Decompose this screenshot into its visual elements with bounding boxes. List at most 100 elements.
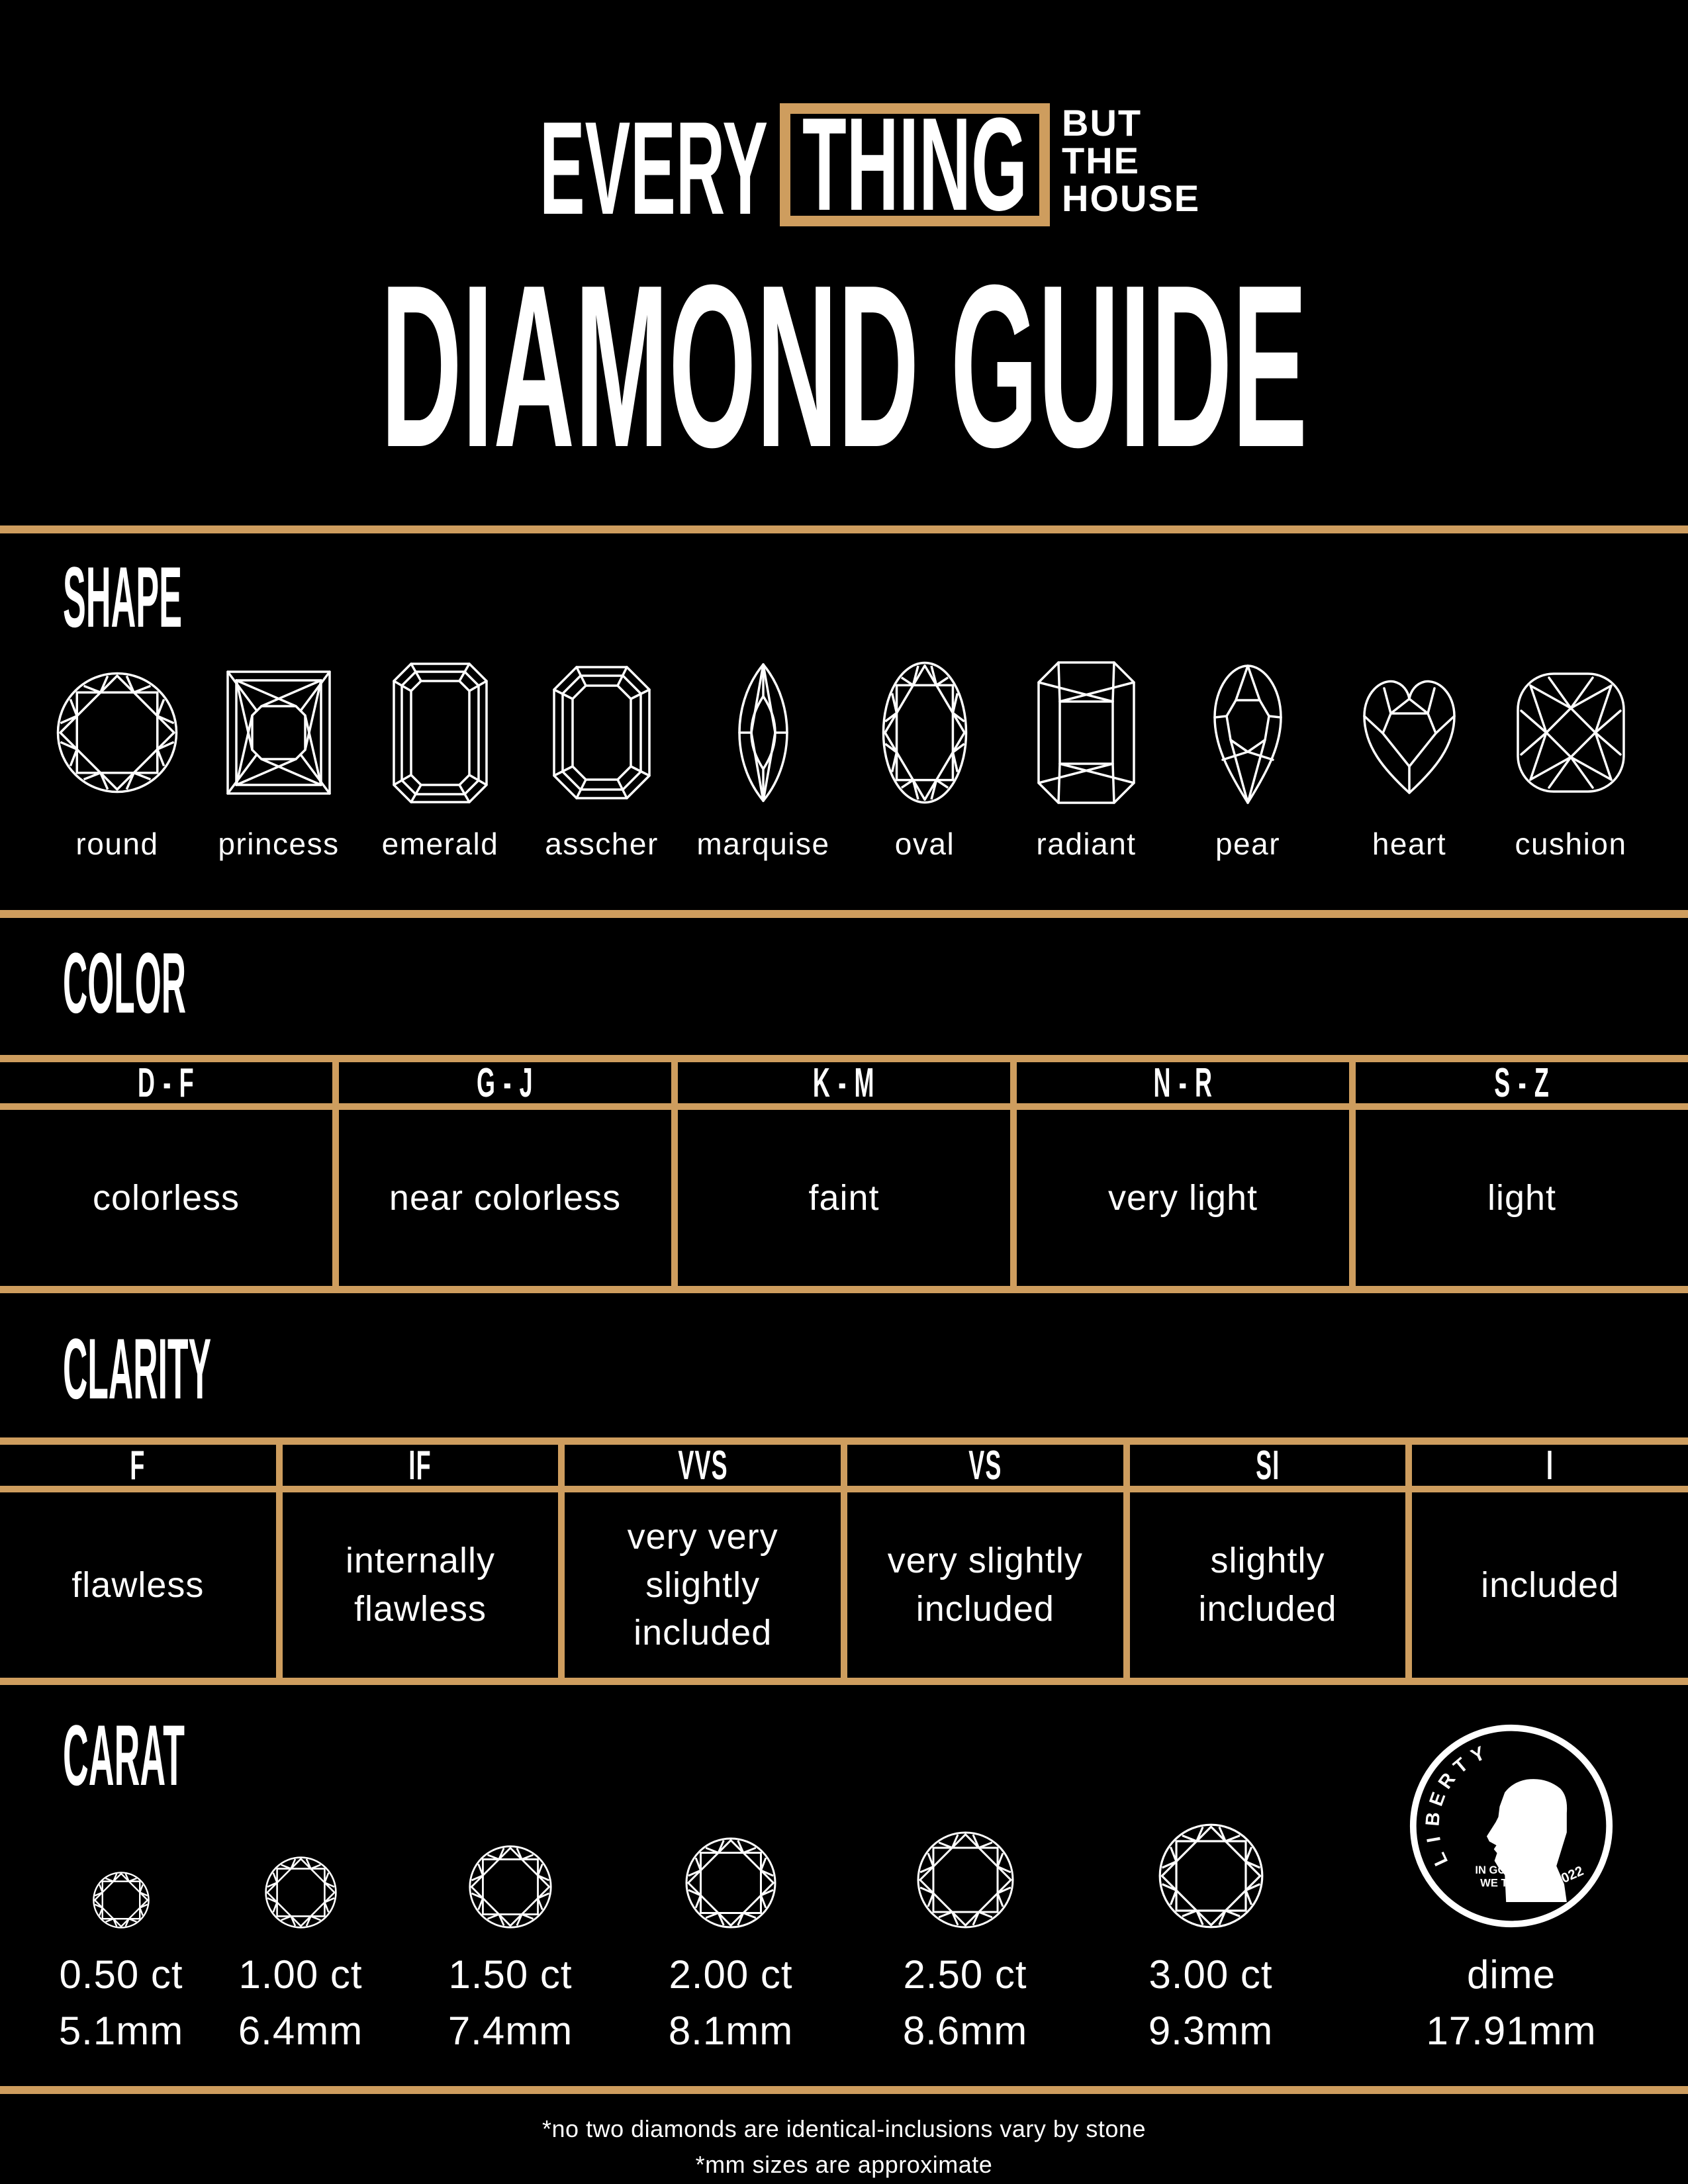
shape-item-cushion: cushion — [1490, 659, 1652, 862]
divider-bottom — [0, 2086, 1688, 2094]
pear-shape-icon — [1213, 664, 1282, 804]
carat-mm-label: 8.1mm — [668, 2009, 794, 2053]
shape-item-princess: princess — [198, 659, 359, 862]
logo-thing-box: THING — [780, 91, 1050, 238]
carat-item-050: 0.50 ct 5.1mm — [35, 1711, 207, 2054]
carat-150-gem-icon — [469, 1845, 552, 1929]
marquise-shape-icon — [738, 663, 788, 802]
carat-200-gem-icon — [685, 1837, 776, 1929]
shape-row: round princess — [0, 659, 1688, 862]
carat-mm-label: 7.4mm — [447, 2009, 573, 2053]
emerald-shape-icon — [393, 662, 488, 803]
color-desc-cell: faint — [678, 1110, 1010, 1286]
color-desc-cell: colorless — [0, 1110, 332, 1286]
footnotes: *no two diamonds are identical-inclusion… — [0, 2111, 1688, 2183]
clarity-grade-cell: IF — [282, 1443, 559, 1488]
carat-mm-label: 8.6mm — [902, 2009, 1028, 2053]
clarity-grade-cell: I — [1412, 1443, 1688, 1488]
color-grade-cell: N - R — [1017, 1060, 1349, 1106]
svg-text:COLOR: COLOR — [63, 950, 186, 1016]
logo-every-text: EVERY — [539, 116, 768, 219]
carat-item-250: 2.50 ct 8.6mm — [879, 1711, 1051, 2054]
svg-text:BUT: BUT — [1062, 105, 1142, 144]
carat-mm-label: 17.91mm — [1426, 2009, 1597, 2053]
shape-item-emerald: emerald — [359, 659, 521, 862]
carat-250-gem-icon — [917, 1831, 1013, 1929]
page-title: DIAMOND GUIDE — [381, 273, 1307, 458]
carat-mm-label: 5.1mm — [58, 2009, 184, 2053]
carat-section-heading: CARAT — [63, 1722, 185, 1788]
carat-ct-label: 3.00 ct — [1149, 1952, 1273, 1997]
footnote-line: *no two diamonds are identical-inclusion… — [542, 2115, 1146, 2142]
shape-label: pear — [1215, 827, 1281, 861]
carat-item-dime: L I B E R T Y IN GOD WE TRUST 2022 dime … — [1402, 1711, 1620, 2054]
clarity-desc-cell: very very slightly included — [565, 1492, 841, 1678]
shape-label: marquise — [696, 827, 830, 861]
princess-shape-icon — [226, 670, 331, 795]
shape-item-asscher: asscher — [521, 659, 682, 862]
shape-item-pear: pear — [1167, 659, 1329, 862]
clarity-grade-cell: VVS — [565, 1443, 841, 1488]
carat-item-300: 3.00 ct 9.3mm — [1125, 1711, 1297, 2054]
svg-text:THING: THING — [802, 114, 1027, 212]
carat-ct-label: 0.50 ct — [59, 1952, 183, 1997]
svg-text:CLARITY: CLARITY — [63, 1336, 211, 1402]
clarity-grade-cell: SI — [1129, 1443, 1406, 1488]
shape-label: oval — [894, 827, 955, 861]
svg-text:IN GOD: IN GOD — [1475, 1864, 1514, 1876]
svg-text:THE: THE — [1062, 140, 1140, 181]
color-grade-cell: S - Z — [1356, 1060, 1688, 1106]
round-shape-icon — [56, 672, 178, 794]
carat-ct-label: dime — [1466, 1952, 1556, 1997]
svg-text:B: B — [1422, 1811, 1444, 1827]
shape-item-radiant: radiant — [1006, 659, 1167, 862]
color-desc-cell: light — [1356, 1110, 1688, 1286]
oval-shape-icon — [882, 661, 968, 804]
carat-ct-label: 1.50 ct — [448, 1952, 573, 1997]
clarity-table: F IF VVS VS SI I flawless internally fla… — [0, 1437, 1688, 1685]
carat-mm-label: 6.4mm — [238, 2009, 363, 2053]
carat-100-gem-icon — [264, 1856, 337, 1929]
color-grade-cell: G - J — [339, 1060, 671, 1106]
carat-item-100: 1.00 ct 6.4mm — [214, 1711, 387, 2054]
logo-tagline: BUT THE HOUSE — [1062, 105, 1200, 219]
color-desc-cell: near colorless — [339, 1110, 671, 1286]
shape-item-oval: oval — [844, 659, 1006, 862]
clarity-section-heading: CLARITY — [63, 1336, 211, 1402]
svg-text:HOUSE: HOUSE — [1062, 177, 1200, 219]
carat-300-gem-icon — [1158, 1823, 1263, 1929]
carat-050-gem-icon — [93, 1872, 150, 1929]
clarity-desc-cell: included — [1412, 1492, 1688, 1678]
carat-item-150: 1.50 ct 7.4mm — [424, 1711, 596, 2054]
svg-text:EVERY: EVERY — [539, 116, 768, 219]
dime-icon: L I B E R T Y IN GOD WE TRUST 2022 — [1409, 1724, 1613, 1928]
carat-row: 0.50 ct 5.1mm 1.00 ct 6.4mm 1.50 ct 7.4m… — [0, 1711, 1688, 2055]
svg-text:SHAPE: SHAPE — [63, 564, 182, 630]
footnote-line: *mm sizes are approximate — [695, 2151, 993, 2178]
cushion-shape-icon — [1517, 672, 1625, 793]
clarity-desc-cell: flawless — [0, 1492, 276, 1678]
svg-text:WE TRUST: WE TRUST — [1480, 1877, 1537, 1889]
color-grade-cell: D - F — [0, 1060, 332, 1106]
color-desc-cell: very light — [1017, 1110, 1349, 1286]
shape-label: asscher — [545, 827, 659, 861]
roosevelt-silhouette — [1486, 1779, 1568, 1903]
shape-item-round: round — [36, 659, 198, 862]
heart-shape-icon — [1363, 680, 1456, 794]
shape-section-heading: SHAPE — [63, 564, 182, 630]
shape-item-heart: heart — [1329, 659, 1490, 862]
clarity-desc-cell: internally flawless — [282, 1492, 559, 1678]
clarity-grade-cell: F — [0, 1443, 276, 1488]
color-grade-cell: K - M — [678, 1060, 1010, 1106]
color-section-heading: COLOR — [63, 950, 186, 1016]
carat-item-200: 2.00 ct 8.1mm — [645, 1711, 817, 2054]
logo-thing-text: THING — [802, 91, 1027, 238]
carat-mm-label: 9.3mm — [1148, 2009, 1274, 2053]
clarity-desc-cell: slightly included — [1129, 1492, 1406, 1678]
shape-label: cushion — [1515, 827, 1627, 861]
svg-text:CARAT: CARAT — [63, 1722, 185, 1788]
carat-ct-label: 1.00 ct — [238, 1952, 363, 1997]
divider-shape-color — [0, 910, 1688, 918]
carat-ct-label: 2.50 ct — [903, 1952, 1027, 1997]
